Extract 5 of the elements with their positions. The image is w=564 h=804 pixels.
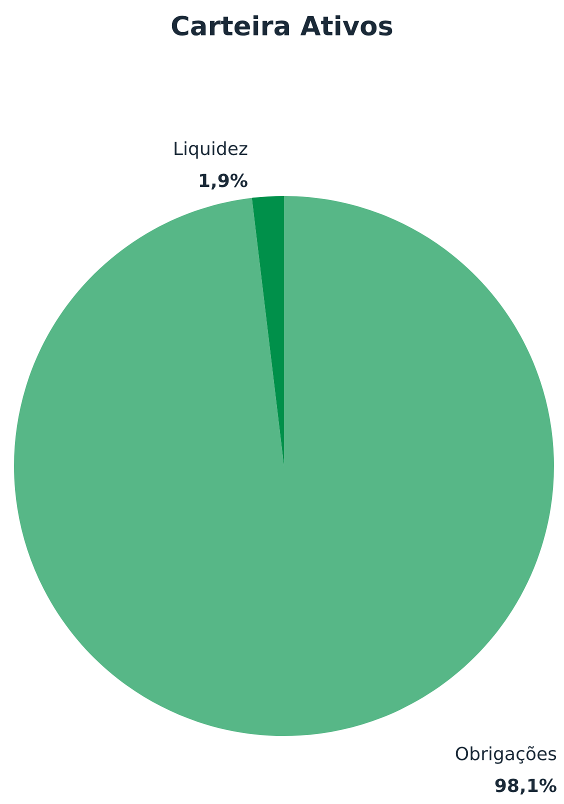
slice-label: Obrigações	[456, 746, 556, 764]
chart-title: Carteira Ativos	[172, 15, 392, 36]
slice-label: Liquidez	[174, 141, 248, 159]
data-label: 1,9%	[200, 174, 248, 190]
data-label: 98,1%	[495, 778, 556, 795]
